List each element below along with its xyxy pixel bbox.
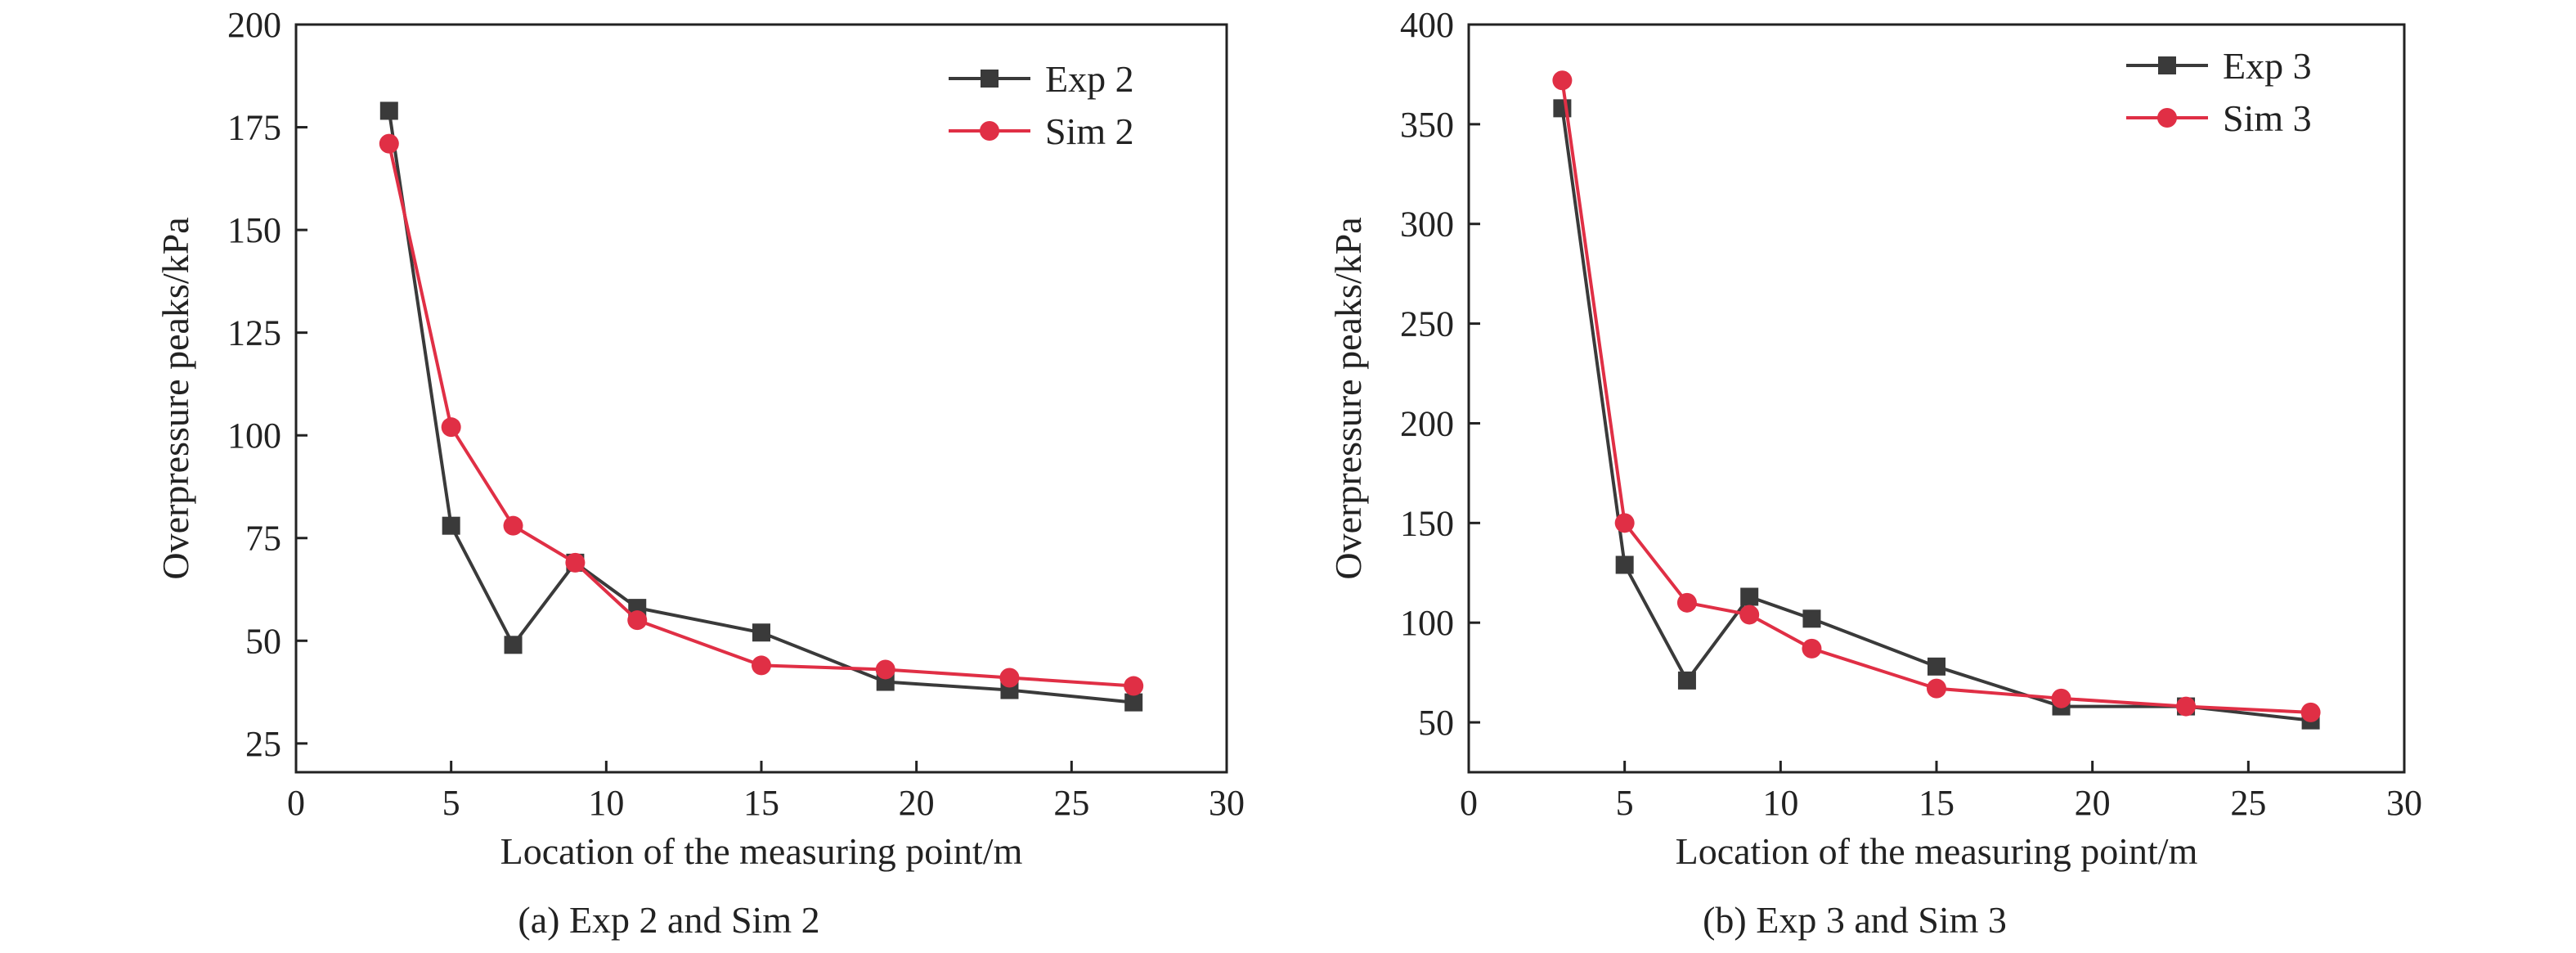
y-axis-label: Overpressure peaks/kPa <box>1327 217 1369 579</box>
y-tick-label: 175 <box>227 108 281 148</box>
x-tick-label: 25 <box>1053 783 1089 823</box>
y-tick-label: 250 <box>1400 304 1454 344</box>
data-point-square <box>752 623 770 642</box>
legend-marker-square <box>981 70 999 88</box>
x-tick-label: 10 <box>588 783 624 823</box>
x-tick-label: 15 <box>743 783 779 823</box>
chart-panel-1: 0 5 10 15 20 25 30 25 50 75 100 125 150 175 200 Locatio… <box>155 5 1245 941</box>
data-point-square <box>442 516 460 535</box>
data-point-square <box>1677 671 1696 690</box>
data-point-circle <box>1676 592 1697 613</box>
y-tick-label: 125 <box>227 313 281 353</box>
series-sim-3 <box>1552 70 2321 722</box>
y-tick-label: 200 <box>227 5 281 45</box>
data-point-circle <box>2051 688 2071 708</box>
data-point-circle <box>1124 676 1144 696</box>
data-point-circle <box>1802 638 1822 659</box>
data-point-circle <box>627 610 648 631</box>
series-line <box>1560 79 2311 714</box>
data-point-square <box>379 101 398 120</box>
legend-label: Sim 2 <box>1045 110 1134 152</box>
y-tick-label: 150 <box>227 210 281 250</box>
data-point-circle <box>1614 513 1635 533</box>
x-tick-label: 5 <box>442 783 460 823</box>
x-tick-label: 20 <box>899 783 935 823</box>
x-tick-label: 20 <box>2075 783 2111 823</box>
y-tick-label: 350 <box>1400 105 1454 145</box>
y-tick-label: 300 <box>1400 205 1454 245</box>
y-tick-label: 100 <box>227 416 281 456</box>
legend-label: Sim 3 <box>2223 97 2312 139</box>
x-tick-label: 25 <box>2230 783 2266 823</box>
series-line <box>387 110 1134 704</box>
data-point-circle <box>752 655 771 676</box>
data-point-circle <box>1552 70 1573 91</box>
x-tick-label: 5 <box>1616 783 1634 823</box>
y-tick-label: 50 <box>1418 703 1454 743</box>
chart-panel-2: 0 5 10 15 20 25 30 50 100 150 200 250 300 350 400 Locat… <box>1327 5 2422 941</box>
legend-label: Exp 3 <box>2223 45 2312 87</box>
figure-caption: (b) Exp 3 and Sim 3 <box>1703 899 2007 941</box>
x-tick-label: 30 <box>1209 783 1245 823</box>
y-tick-label: 400 <box>1400 5 1454 45</box>
data-point-circle <box>2300 702 2321 722</box>
data-point-circle <box>379 133 399 154</box>
data-point-square <box>504 636 523 654</box>
series-line <box>387 143 1134 688</box>
data-point-circle <box>441 417 461 438</box>
y-tick-label: 25 <box>245 724 281 764</box>
y-tick-label: 50 <box>245 621 281 661</box>
series-exp-3 <box>1553 99 2320 730</box>
legend-marker-square <box>2158 56 2176 74</box>
data-point-circle <box>1927 678 1946 699</box>
y-tick-label: 200 <box>1400 403 1454 443</box>
data-point-square <box>1615 555 1634 574</box>
data-point-circle <box>2176 696 2197 717</box>
y-tick-label: 150 <box>1400 503 1454 543</box>
x-tick-label: 30 <box>2386 783 2422 823</box>
legend-label: Exp 2 <box>1045 58 1134 100</box>
y-tick-label: 75 <box>245 519 281 559</box>
data-point-circle <box>503 515 523 536</box>
x-axis-label: Location of the measuring point/m <box>1676 830 2198 872</box>
y-tick-label: 100 <box>1400 603 1454 643</box>
data-point-circle <box>999 668 1020 688</box>
series-line <box>1560 108 2311 722</box>
data-point-square <box>1928 657 1945 676</box>
figure-caption: (a) Exp 2 and Sim 2 <box>518 899 819 941</box>
data-point-circle <box>1739 605 1760 625</box>
x-tick-label: 10 <box>1762 783 1798 823</box>
legend-marker-circle <box>980 121 999 141</box>
data-point-square <box>1740 587 1759 606</box>
x-tick-label: 15 <box>1919 783 1954 823</box>
legend-marker-circle <box>2157 108 2177 128</box>
data-point-square <box>1802 609 1821 628</box>
x-tick-label: 0 <box>287 783 305 823</box>
data-point-circle <box>565 552 586 573</box>
series-exp-2 <box>379 101 1143 712</box>
data-point-square <box>1124 693 1143 712</box>
x-axis-label: Location of the measuring point/m <box>500 830 1023 872</box>
y-axis-label: Overpressure peaks/kPa <box>155 217 196 579</box>
data-point-circle <box>875 659 895 680</box>
x-tick-label: 0 <box>1460 783 1478 823</box>
series-sim-2 <box>379 133 1144 696</box>
